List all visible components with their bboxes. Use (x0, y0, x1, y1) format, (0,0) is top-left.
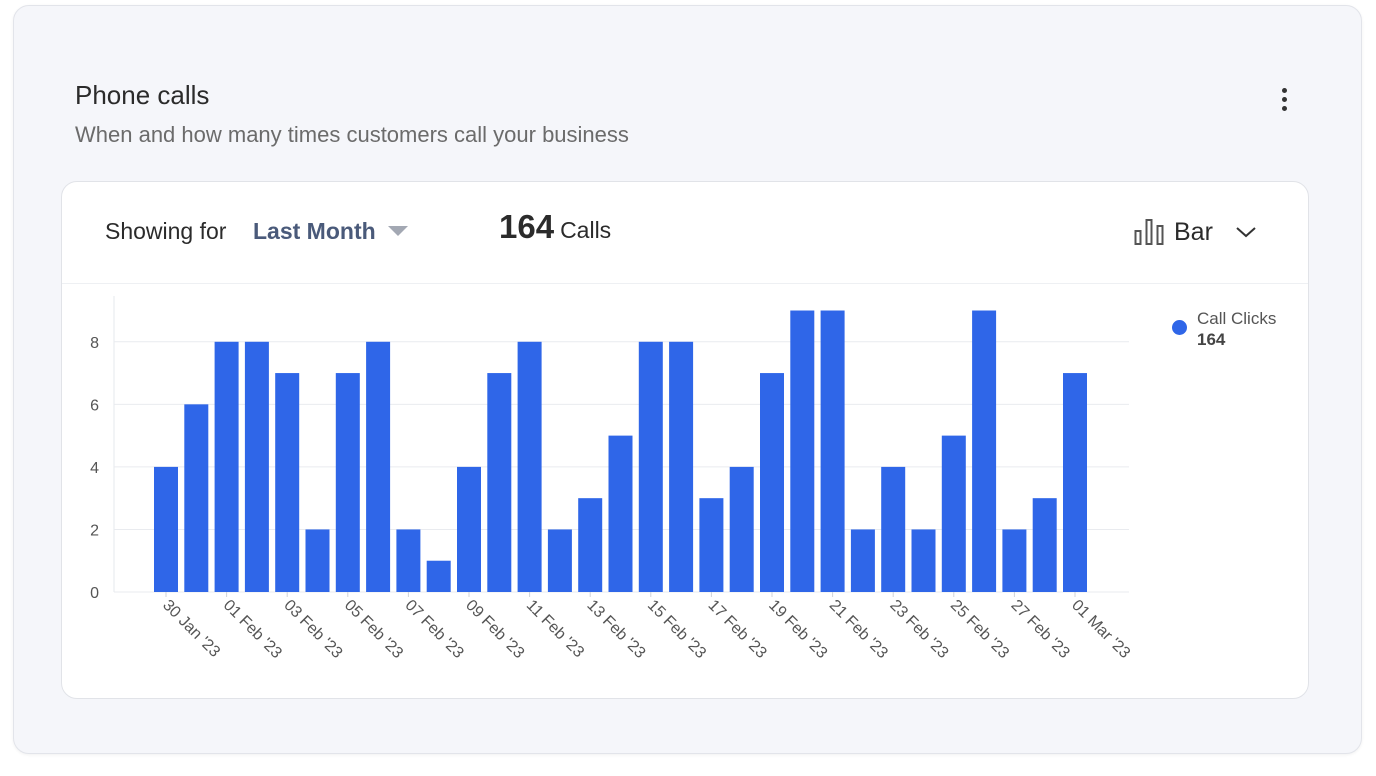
bar[interactable] (699, 498, 724, 592)
bar[interactable] (1002, 529, 1027, 592)
bar[interactable] (578, 498, 603, 592)
x-tick-label: 01 Mar '23 (1068, 597, 1133, 662)
bar[interactable] (911, 529, 936, 592)
bar[interactable] (729, 466, 754, 592)
period-value: Last Month (253, 217, 376, 244)
bar[interactable] (426, 560, 451, 592)
chart-type-dropdown[interactable]: Bar (1134, 212, 1257, 252)
x-tick-label: 01 Feb '23 (220, 597, 285, 662)
bar[interactable] (366, 341, 391, 592)
bar[interactable] (1032, 498, 1057, 592)
x-tick-label: 11 Feb '23 (523, 597, 587, 661)
bar[interactable] (244, 341, 269, 592)
period-dropdown[interactable]: Last Month (253, 216, 408, 246)
bar[interactable] (1063, 373, 1087, 592)
x-tick-label: 03 Feb '23 (280, 597, 345, 662)
chart-legend[interactable]: Call Clicks 164 (1172, 308, 1276, 350)
chart-toolbar: Showing for Last Month 164 Calls Bar (62, 182, 1308, 284)
x-tick-label: 07 Feb '23 (402, 597, 467, 662)
card-subtitle: When and how many times customers call y… (75, 122, 629, 147)
bar[interactable] (638, 341, 663, 592)
x-tick-label: 13 Feb '23 (583, 597, 648, 662)
bar[interactable] (881, 466, 906, 592)
card-title: Phone calls (75, 80, 210, 110)
menu-dot (1281, 105, 1287, 111)
bar[interactable] (820, 310, 845, 592)
bar[interactable] (850, 529, 875, 592)
bar[interactable] (275, 373, 300, 592)
x-tick-label: 27 Feb '23 (1008, 597, 1073, 662)
calls-total: 164 Calls (499, 208, 611, 246)
x-tick-label: 23 Feb '23 (886, 597, 951, 662)
y-tick-label: 4 (90, 460, 99, 477)
bar[interactable] (214, 341, 239, 592)
more-vertical-icon[interactable] (1272, 82, 1296, 116)
legend-series-value: 164 (1197, 330, 1226, 349)
bar[interactable] (517, 341, 542, 592)
bar[interactable] (335, 373, 360, 592)
bar[interactable] (790, 310, 815, 592)
x-tick-label: 19 Feb '23 (765, 597, 830, 662)
y-tick-label: 8 (90, 335, 99, 352)
legend-series-name: Call Clicks (1197, 309, 1277, 328)
showing-for-label: Showing for (105, 218, 227, 244)
phone-calls-card: Phone calls When and how many times cust… (13, 5, 1362, 754)
bar[interactable] (154, 466, 178, 592)
bar[interactable] (457, 466, 481, 592)
menu-dot (1281, 96, 1287, 102)
bar[interactable] (396, 529, 421, 592)
y-tick-label: 0 (90, 585, 99, 602)
bar[interactable] (305, 529, 330, 592)
calls-count: 164 (499, 208, 555, 245)
x-tick-label: 05 Feb '23 (341, 597, 406, 662)
x-tick-label: 15 Feb '23 (644, 597, 709, 662)
bar[interactable] (608, 435, 633, 592)
x-tick-label: 17 Feb '23 (705, 597, 770, 662)
x-tick-label: 30 Jan '23 (159, 597, 223, 661)
legend-swatch (1172, 320, 1187, 335)
chart-panel: Showing for Last Month 164 Calls Bar (61, 181, 1309, 699)
caret-down-icon (387, 226, 408, 236)
chevron-down-icon (1236, 227, 1256, 238)
bar[interactable] (760, 373, 784, 592)
x-tick-label: 25 Feb '23 (947, 597, 1012, 662)
x-tick-label: 09 Feb '23 (462, 597, 527, 662)
bar-chart-icon (1134, 219, 1164, 245)
calls-unit: Calls (560, 217, 612, 243)
menu-dot (1281, 87, 1287, 93)
bar[interactable] (487, 373, 512, 592)
chart-type-label: Bar (1174, 217, 1213, 246)
y-tick-label: 6 (90, 397, 99, 414)
y-tick-label: 2 (90, 522, 99, 539)
bar[interactable] (972, 310, 997, 592)
bar[interactable] (941, 435, 966, 592)
bar[interactable] (547, 529, 572, 592)
x-tick-label: 21 Feb '23 (826, 597, 891, 662)
bar[interactable] (669, 341, 694, 592)
bar[interactable] (184, 404, 209, 592)
